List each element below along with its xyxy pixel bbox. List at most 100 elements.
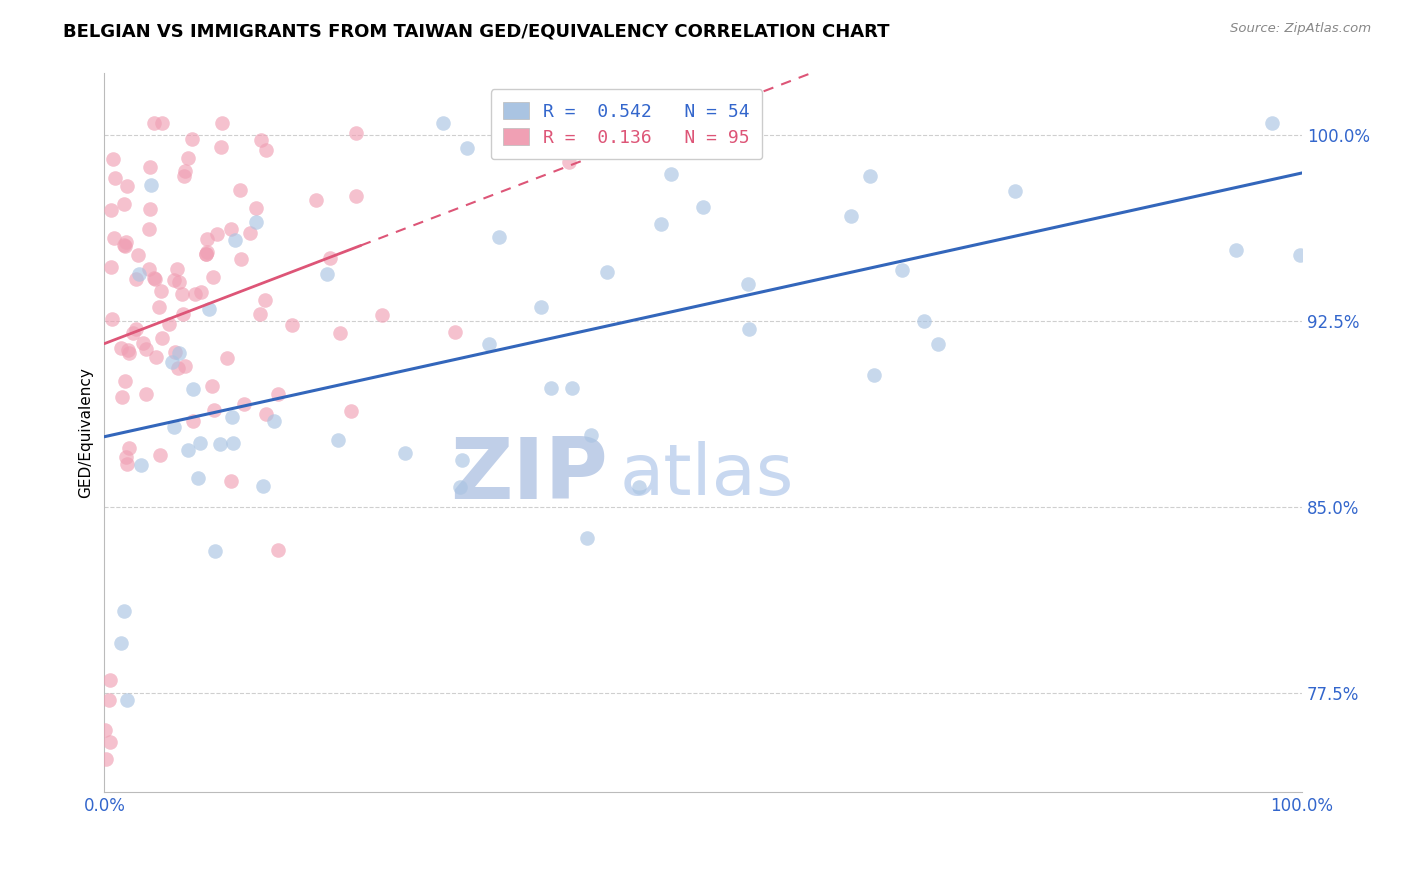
Point <box>163 273 186 287</box>
Point <box>201 378 224 392</box>
Point <box>530 300 553 314</box>
Point <box>202 402 225 417</box>
Point <box>254 143 277 157</box>
Point <box>150 115 173 129</box>
Point <box>254 407 277 421</box>
Point <box>692 200 714 214</box>
Point <box>181 382 204 396</box>
Point <box>737 277 759 291</box>
Point <box>169 346 191 360</box>
Point <box>101 312 124 326</box>
Point <box>174 359 197 373</box>
Point <box>195 231 218 245</box>
Point <box>224 233 246 247</box>
Text: atlas: atlas <box>620 441 794 510</box>
Point <box>138 262 160 277</box>
Point <box>157 317 180 331</box>
Point <box>561 381 583 395</box>
Point <box>94 723 117 737</box>
Point <box>149 448 172 462</box>
Text: Source: ZipAtlas.com: Source: ZipAtlas.com <box>1230 22 1371 36</box>
Point <box>114 238 136 252</box>
Point <box>204 543 226 558</box>
Point <box>890 262 912 277</box>
Point <box>198 301 221 316</box>
Point <box>249 307 271 321</box>
Point <box>451 453 474 467</box>
Point <box>340 404 363 418</box>
Text: ZIP: ZIP <box>450 434 607 517</box>
Point <box>132 335 155 350</box>
Point <box>371 308 394 322</box>
Point <box>115 178 138 193</box>
Point <box>125 322 148 336</box>
Point <box>215 351 238 365</box>
Point <box>163 420 186 434</box>
Point <box>221 436 243 450</box>
Point <box>488 230 510 244</box>
Point <box>118 346 141 360</box>
Point <box>540 381 562 395</box>
Point <box>129 458 152 473</box>
Point <box>195 247 218 261</box>
Point <box>195 247 218 261</box>
Point <box>394 446 416 460</box>
Point <box>209 140 232 154</box>
Point <box>184 287 207 301</box>
Point <box>305 193 328 207</box>
Point <box>281 318 304 333</box>
Point <box>859 169 882 183</box>
Point <box>138 202 160 216</box>
Point <box>139 160 162 174</box>
Point <box>143 272 166 286</box>
Point <box>208 437 231 451</box>
Legend: R =  0.542   N = 54, R =  0.136   N = 95: R = 0.542 N = 54, R = 0.136 N = 95 <box>491 89 762 160</box>
Point <box>125 272 148 286</box>
Point <box>162 354 184 368</box>
Point <box>165 345 187 359</box>
Point <box>190 285 212 300</box>
Point <box>167 275 190 289</box>
Point <box>219 474 242 488</box>
Point <box>98 735 121 749</box>
Point <box>252 479 274 493</box>
Point <box>115 693 138 707</box>
Point <box>253 293 276 308</box>
Point <box>319 251 342 265</box>
Y-axis label: GED/Equivalency: GED/Equivalency <box>79 367 93 498</box>
Point <box>127 248 149 262</box>
Point <box>150 331 173 345</box>
Point <box>344 126 367 140</box>
Point <box>188 436 211 450</box>
Point <box>138 222 160 236</box>
Point <box>661 167 683 181</box>
Point <box>97 693 120 707</box>
Point <box>245 201 267 215</box>
Point <box>863 368 886 383</box>
Point <box>267 543 290 558</box>
Point <box>703 115 725 129</box>
Point <box>1260 115 1282 129</box>
Point <box>627 480 650 494</box>
Point <box>135 342 157 356</box>
Point <box>558 155 581 169</box>
Point <box>231 252 253 266</box>
Point <box>432 115 454 129</box>
Point <box>173 169 195 184</box>
Point <box>122 326 145 340</box>
Point <box>100 203 122 218</box>
Point <box>596 265 619 279</box>
Point <box>738 322 761 336</box>
Point <box>912 313 935 327</box>
Point <box>114 374 136 388</box>
Point <box>101 152 124 166</box>
Point <box>177 152 200 166</box>
Point <box>187 471 209 485</box>
Point <box>207 227 229 242</box>
Point <box>94 752 117 766</box>
Point <box>115 457 138 471</box>
Point <box>267 387 290 401</box>
Point <box>344 189 367 203</box>
Point <box>141 178 163 192</box>
Point <box>177 442 200 457</box>
